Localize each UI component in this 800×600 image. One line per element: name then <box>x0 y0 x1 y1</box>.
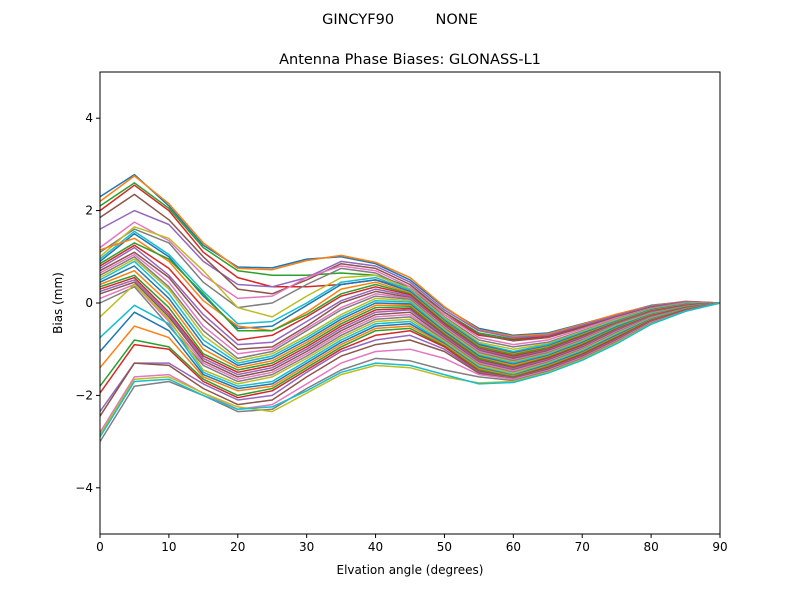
figure-suptitle: GINCYF90 NONE <box>322 12 478 28</box>
x-tick-label: 40 <box>368 540 383 554</box>
x-tick-label: 80 <box>643 540 658 554</box>
series-line-5 <box>99 209 721 339</box>
series-line-30 <box>99 302 721 387</box>
series-line-36 <box>99 302 721 417</box>
series-line-35 <box>99 302 721 413</box>
series-line-28 <box>99 286 721 383</box>
y-axis-ticks: −4 −2 0 2 4 <box>75 111 100 495</box>
series-line-31 <box>99 302 721 390</box>
x-tick-label: 20 <box>230 540 245 554</box>
series-line-21 <box>99 265 721 367</box>
chart-title: Antenna Phase Biases: GLONASS-L1 <box>279 52 541 68</box>
series-line-32 <box>99 302 721 392</box>
x-tick-label: 90 <box>712 540 727 554</box>
series-line-9 <box>99 226 721 350</box>
x-axis-ticks: 0 10 20 30 40 50 60 70 80 90 <box>96 534 728 554</box>
series-line-39 <box>99 302 721 436</box>
y-tick-label: −2 <box>75 388 93 402</box>
series-line-26 <box>99 281 721 378</box>
series-lines <box>99 173 721 442</box>
y-tick-label: 2 <box>85 204 93 218</box>
x-tick-label: 70 <box>575 540 590 554</box>
x-tick-label: 30 <box>299 540 314 554</box>
x-tick-label: 50 <box>437 540 452 554</box>
series-line-33 <box>99 302 721 397</box>
x-tick-label: 0 <box>96 540 104 554</box>
series-line-6 <box>99 193 721 342</box>
x-tick-label: 60 <box>506 540 521 554</box>
x-tick-label: 10 <box>161 540 176 554</box>
y-axis-label: Bias (mm) <box>51 272 65 334</box>
y-tick-label: 4 <box>85 111 93 125</box>
series-line-25 <box>99 279 721 376</box>
series-line-23 <box>99 274 721 371</box>
series-line-29 <box>99 283 721 385</box>
series-line-34 <box>99 302 721 399</box>
series-line-2 <box>99 175 721 338</box>
x-axis-label: Elvation angle (degrees) <box>337 563 484 577</box>
series-line-20 <box>99 260 721 364</box>
series-line-27 <box>99 283 721 380</box>
y-tick-label: 0 <box>85 296 93 310</box>
series-line-19 <box>99 258 721 363</box>
series-line-7 <box>99 221 721 346</box>
series-line-40 <box>99 302 721 438</box>
y-tick-label: −4 <box>75 481 93 495</box>
series-line-10 <box>99 230 721 353</box>
